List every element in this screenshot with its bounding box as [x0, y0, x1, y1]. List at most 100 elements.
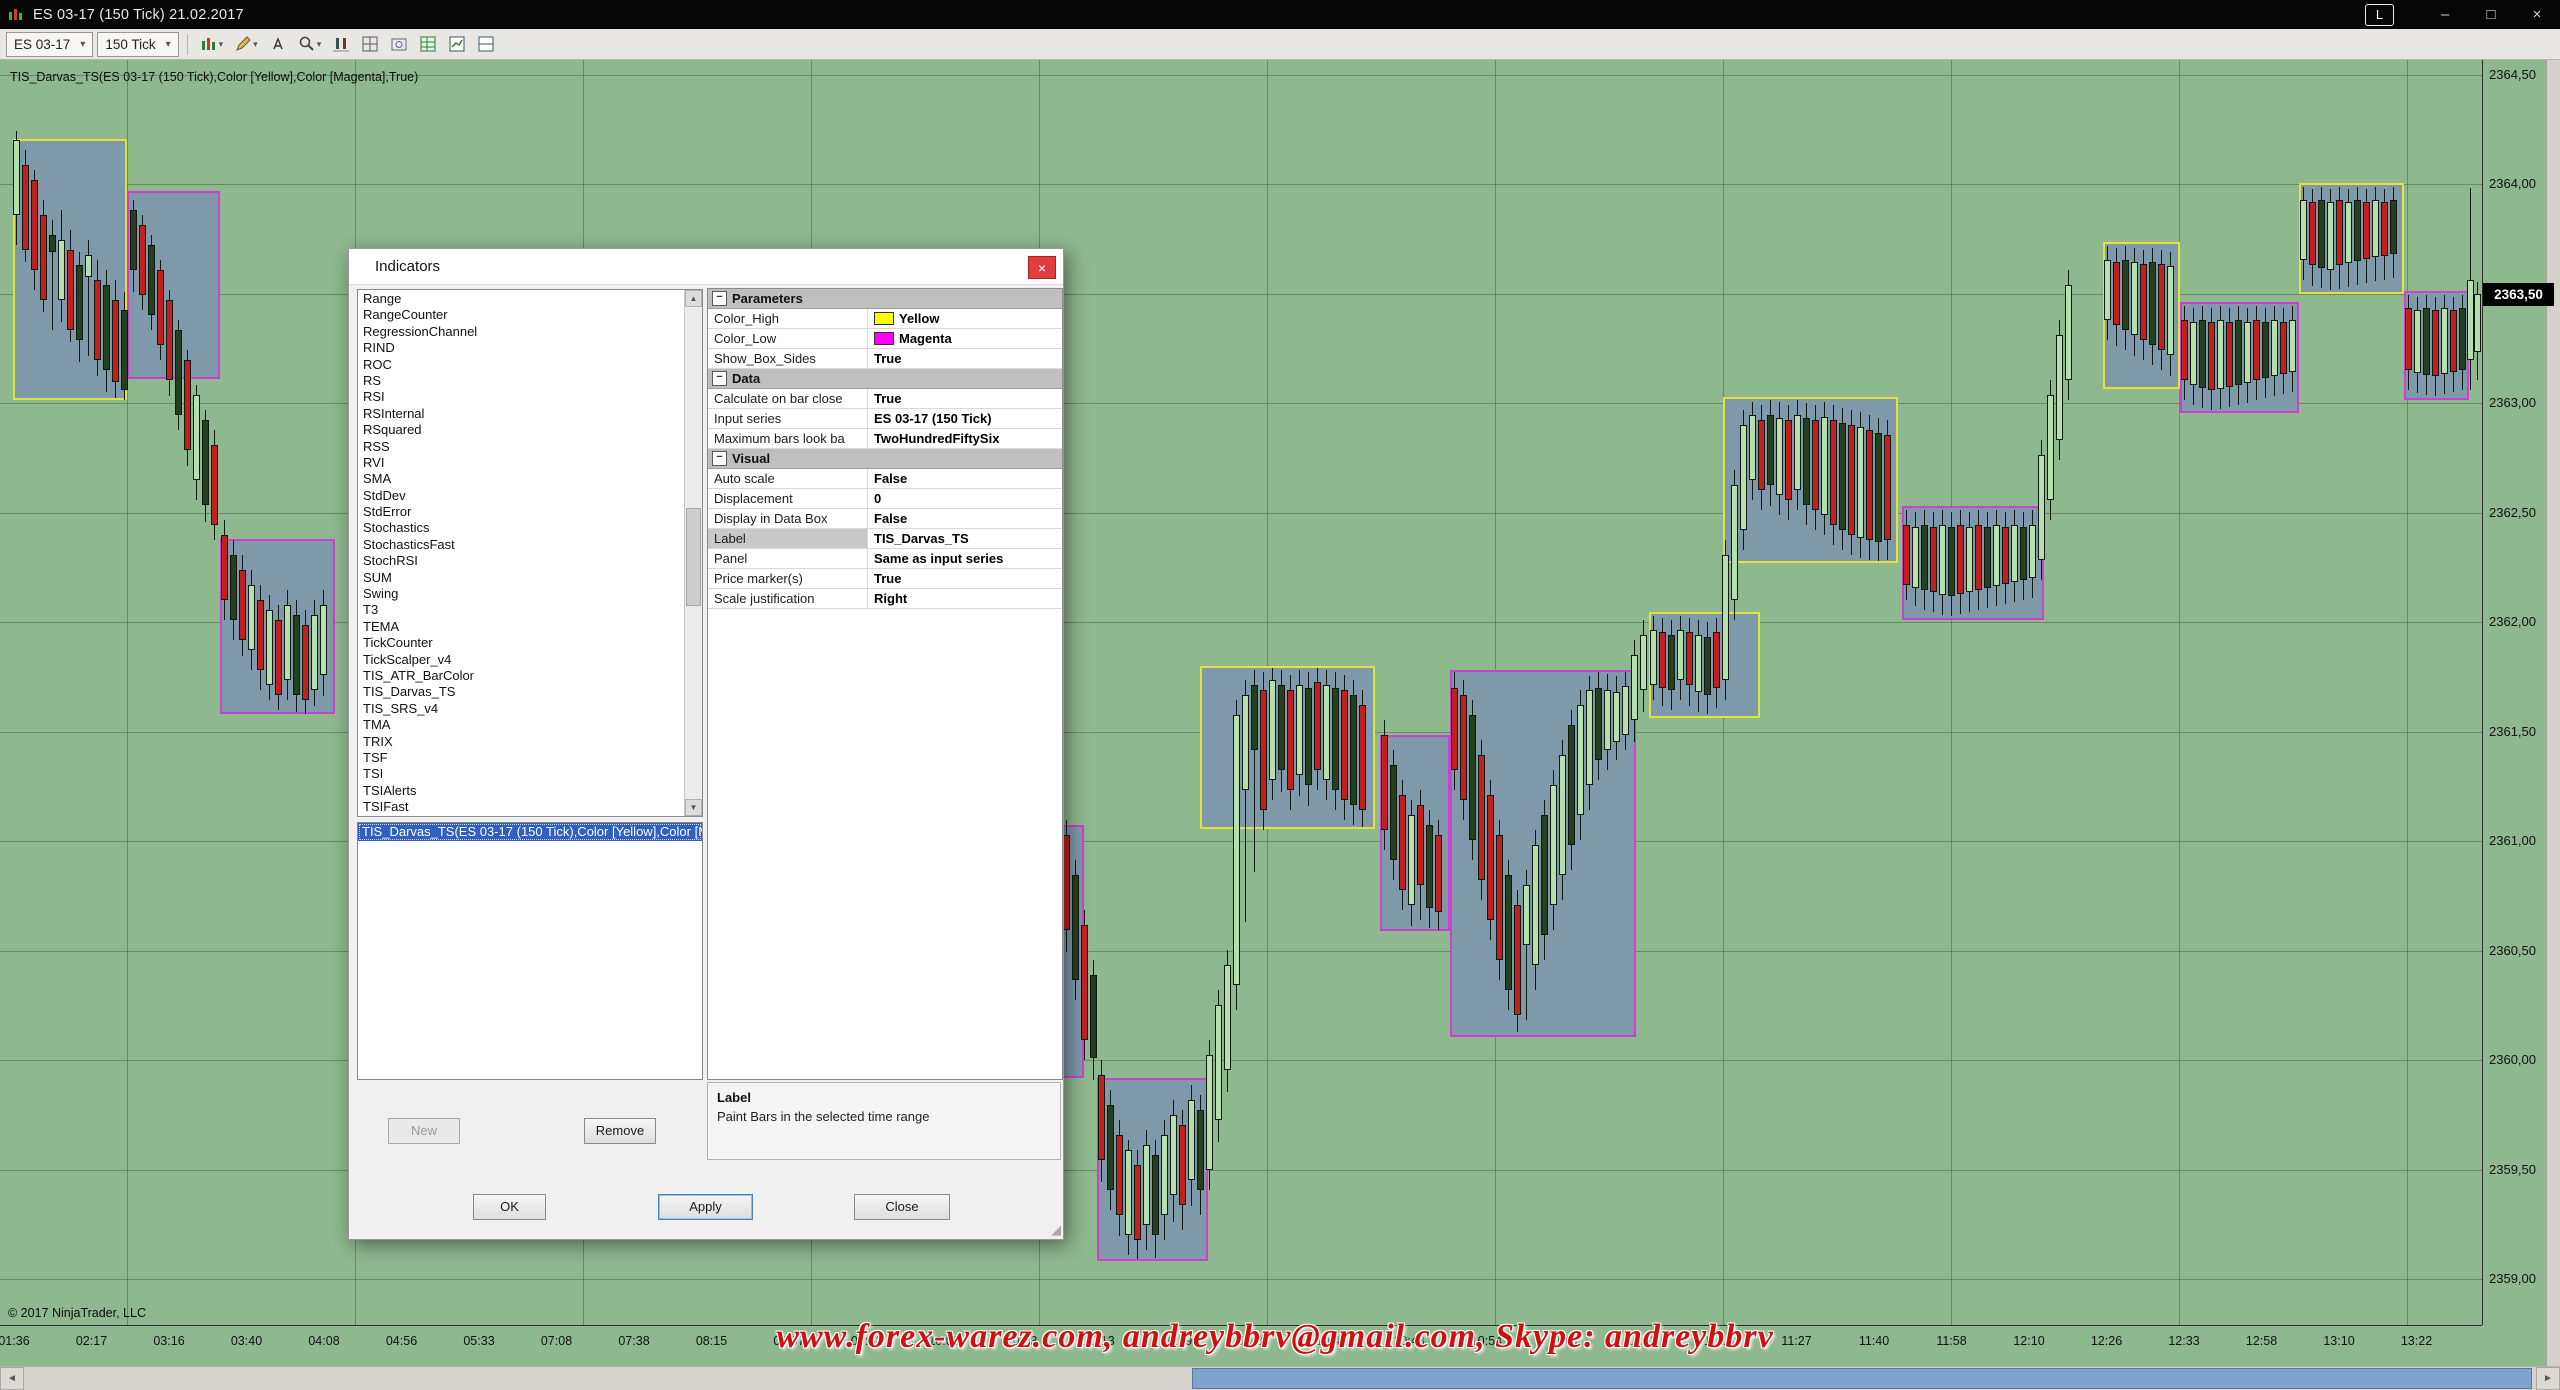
indicator-list-item[interactable]: RegressionChannel	[363, 323, 478, 339]
instrument-dropdown[interactable]: ES 03-17 ▾	[6, 31, 94, 57]
indicator-list-item[interactable]: StochRSI	[363, 553, 418, 569]
remove-button[interactable]: Remove	[584, 1118, 656, 1144]
property-value[interactable]: True	[868, 389, 1062, 408]
apply-button[interactable]: Apply	[658, 1194, 753, 1220]
dialog-close-button[interactable]: Close	[854, 1194, 950, 1220]
price-axis-label[interactable]: 2363,00	[2489, 395, 2536, 410]
indicator-list-item[interactable]: TSIFast	[363, 799, 409, 815]
property-value[interactable]: True	[868, 569, 1062, 588]
price-axis-label[interactable]: 2362,50	[2489, 505, 2536, 520]
list-scrollbar-thumb[interactable]	[686, 508, 701, 606]
property-row[interactable]: Color_High Yellow	[708, 309, 1062, 329]
chart-window-icon[interactable]	[444, 30, 470, 58]
horizontal-scrollbar[interactable]: ◄ ►	[0, 1366, 2560, 1390]
scrollbar-thumb[interactable]	[1192, 1368, 2532, 1389]
indicator-list-item[interactable]: TRIX	[363, 733, 393, 749]
scroll-down-icon[interactable]: ▼	[685, 799, 702, 816]
indicator-list-item[interactable]: TIS_Darvas_TS	[363, 684, 456, 700]
dialog-titlebar[interactable]: Indicators ×	[349, 249, 1063, 285]
bar-spacing-icon[interactable]	[328, 30, 354, 58]
indicator-list-item[interactable]: TIS_ATR_BarColor	[363, 667, 475, 683]
price-axis-label[interactable]: 2361,50	[2489, 724, 2536, 739]
indicator-list-item[interactable]: RSI	[363, 389, 385, 405]
price-axis-label[interactable]: 2360,00	[2489, 1052, 2536, 1067]
configured-indicator-list[interactable]: TIS_Darvas_TS(ES 03-17 (150 Tick),Color …	[357, 822, 703, 1080]
collapse-icon[interactable]: −	[712, 451, 727, 466]
indicator-list-item[interactable]: StdError	[363, 504, 412, 520]
indicator-list-item[interactable]: TEMA	[363, 618, 400, 634]
indicator-list-item[interactable]: RVI	[363, 454, 385, 470]
property-value[interactable]: False	[868, 509, 1062, 528]
property-row[interactable]: Auto scale False	[708, 469, 1062, 489]
property-value[interactable]: Magenta	[868, 329, 1062, 348]
indicator-list-item[interactable]: RIND	[363, 340, 395, 356]
configured-indicator-item[interactable]: TIS_Darvas_TS(ES 03-17 (150 Tick),Color …	[358, 823, 702, 841]
price-axis-label[interactable]: 2359,50	[2489, 1162, 2536, 1177]
indicator-list-item[interactable]: Swing	[363, 586, 399, 602]
scroll-left-icon[interactable]: ◄	[0, 1367, 24, 1390]
collapse-icon[interactable]: −	[712, 291, 727, 306]
ok-button[interactable]: OK	[473, 1194, 546, 1220]
price-axis-label[interactable]: 2362,00	[2489, 614, 2536, 629]
grid-icon[interactable]	[357, 30, 383, 58]
property-row[interactable]: Input series ES 03-17 (150 Tick)	[708, 409, 1062, 429]
property-value[interactable]: Right	[868, 589, 1062, 608]
property-row[interactable]: Color_Low Magenta	[708, 329, 1062, 349]
scroll-up-icon[interactable]: ▲	[685, 290, 702, 307]
indicator-list-item[interactable]: TIS_SRS_v4	[363, 700, 439, 716]
property-value[interactable]: True	[868, 349, 1062, 368]
indicator-list-item[interactable]: StdDev	[363, 487, 406, 503]
price-axis-label[interactable]: 2360,50	[2489, 943, 2536, 958]
property-value[interactable]: 0	[868, 489, 1062, 508]
property-value[interactable]: False	[868, 469, 1062, 488]
indicator-list-item[interactable]: TMA	[363, 717, 391, 733]
indicator-list-item[interactable]: TickScalper_v4	[363, 651, 452, 667]
indicator-list-item[interactable]: TSIAlerts	[363, 782, 417, 798]
text-tool-icon[interactable]	[265, 30, 291, 58]
price-axis-label[interactable]: 2364,50	[2489, 67, 2536, 82]
minimize-button[interactable]: –	[2440, 6, 2450, 23]
property-row[interactable]: Calculate on bar close True	[708, 389, 1062, 409]
new-button[interactable]: New	[388, 1118, 460, 1144]
property-grid[interactable]: − Parameters Color_High Yellow Color_Low Mage…	[707, 288, 1063, 1080]
spreadsheet-icon[interactable]	[415, 30, 441, 58]
indicator-list-item[interactable]: RangeCounter	[363, 307, 448, 323]
indicator-list-item[interactable]: TSI	[363, 766, 384, 782]
maximize-button[interactable]: □	[2486, 6, 2496, 23]
chart-style-icon[interactable]: ▾	[196, 30, 228, 58]
property-section-header[interactable]: − Visual	[708, 449, 1062, 469]
price-axis-label[interactable]: 2364,00	[2489, 176, 2536, 191]
drawing-tools-icon[interactable]: ▾	[230, 30, 262, 58]
interval-dropdown[interactable]: 150 Tick ▾	[97, 31, 179, 57]
property-value[interactable]: ES 03-17 (150 Tick)	[868, 409, 1062, 428]
indicator-list-item[interactable]: Range	[363, 291, 402, 306]
indicator-list-item[interactable]: SMA	[363, 471, 392, 487]
property-row[interactable]: Panel Same as input series	[708, 549, 1062, 569]
indicator-list-item[interactable]: T3	[363, 602, 379, 618]
indicator-available-list[interactable]: Range RangeCounter RegressionChannel RIND RO…	[357, 289, 703, 817]
property-value[interactable]: Yellow	[868, 309, 1062, 328]
indicator-list-item[interactable]: Stochastics	[363, 520, 430, 536]
property-row[interactable]: Maximum bars look ba TwoHundredFiftySix	[708, 429, 1062, 449]
property-row[interactable]: Show_Box_Sides True	[708, 349, 1062, 369]
property-section-header[interactable]: − Data	[708, 369, 1062, 389]
indicator-list-item[interactable]: TSF	[363, 749, 388, 765]
price-axis-label[interactable]: 2359,00	[2489, 1271, 2536, 1286]
indicator-list-item[interactable]: TickCounter	[363, 635, 433, 651]
collapse-icon[interactable]: −	[712, 371, 727, 386]
panels-icon[interactable]	[473, 30, 499, 58]
resize-grip-icon[interactable]: ◢	[1051, 1222, 1061, 1237]
list-scrollbar[interactable]: ▲ ▼	[684, 290, 702, 816]
property-section-header[interactable]: − Parameters	[708, 289, 1062, 309]
indicator-list-item[interactable]: StochasticsFast	[363, 536, 455, 552]
indicator-list-item[interactable]: RS	[363, 372, 382, 388]
dialog-close-icon[interactable]: ×	[1028, 256, 1056, 279]
property-row[interactable]: Label TIS_Darvas_TS	[708, 529, 1062, 549]
indicator-list-item[interactable]: ROC	[363, 356, 392, 372]
indicator-list-item[interactable]: SUM	[363, 569, 392, 585]
property-row[interactable]: Price marker(s) True	[708, 569, 1062, 589]
lock-button[interactable]: L	[2365, 3, 2394, 26]
indicator-list-item[interactable]: RSS	[363, 438, 390, 454]
snapshot-icon[interactable]	[386, 30, 412, 58]
zoom-icon[interactable]: ▾	[294, 30, 326, 58]
